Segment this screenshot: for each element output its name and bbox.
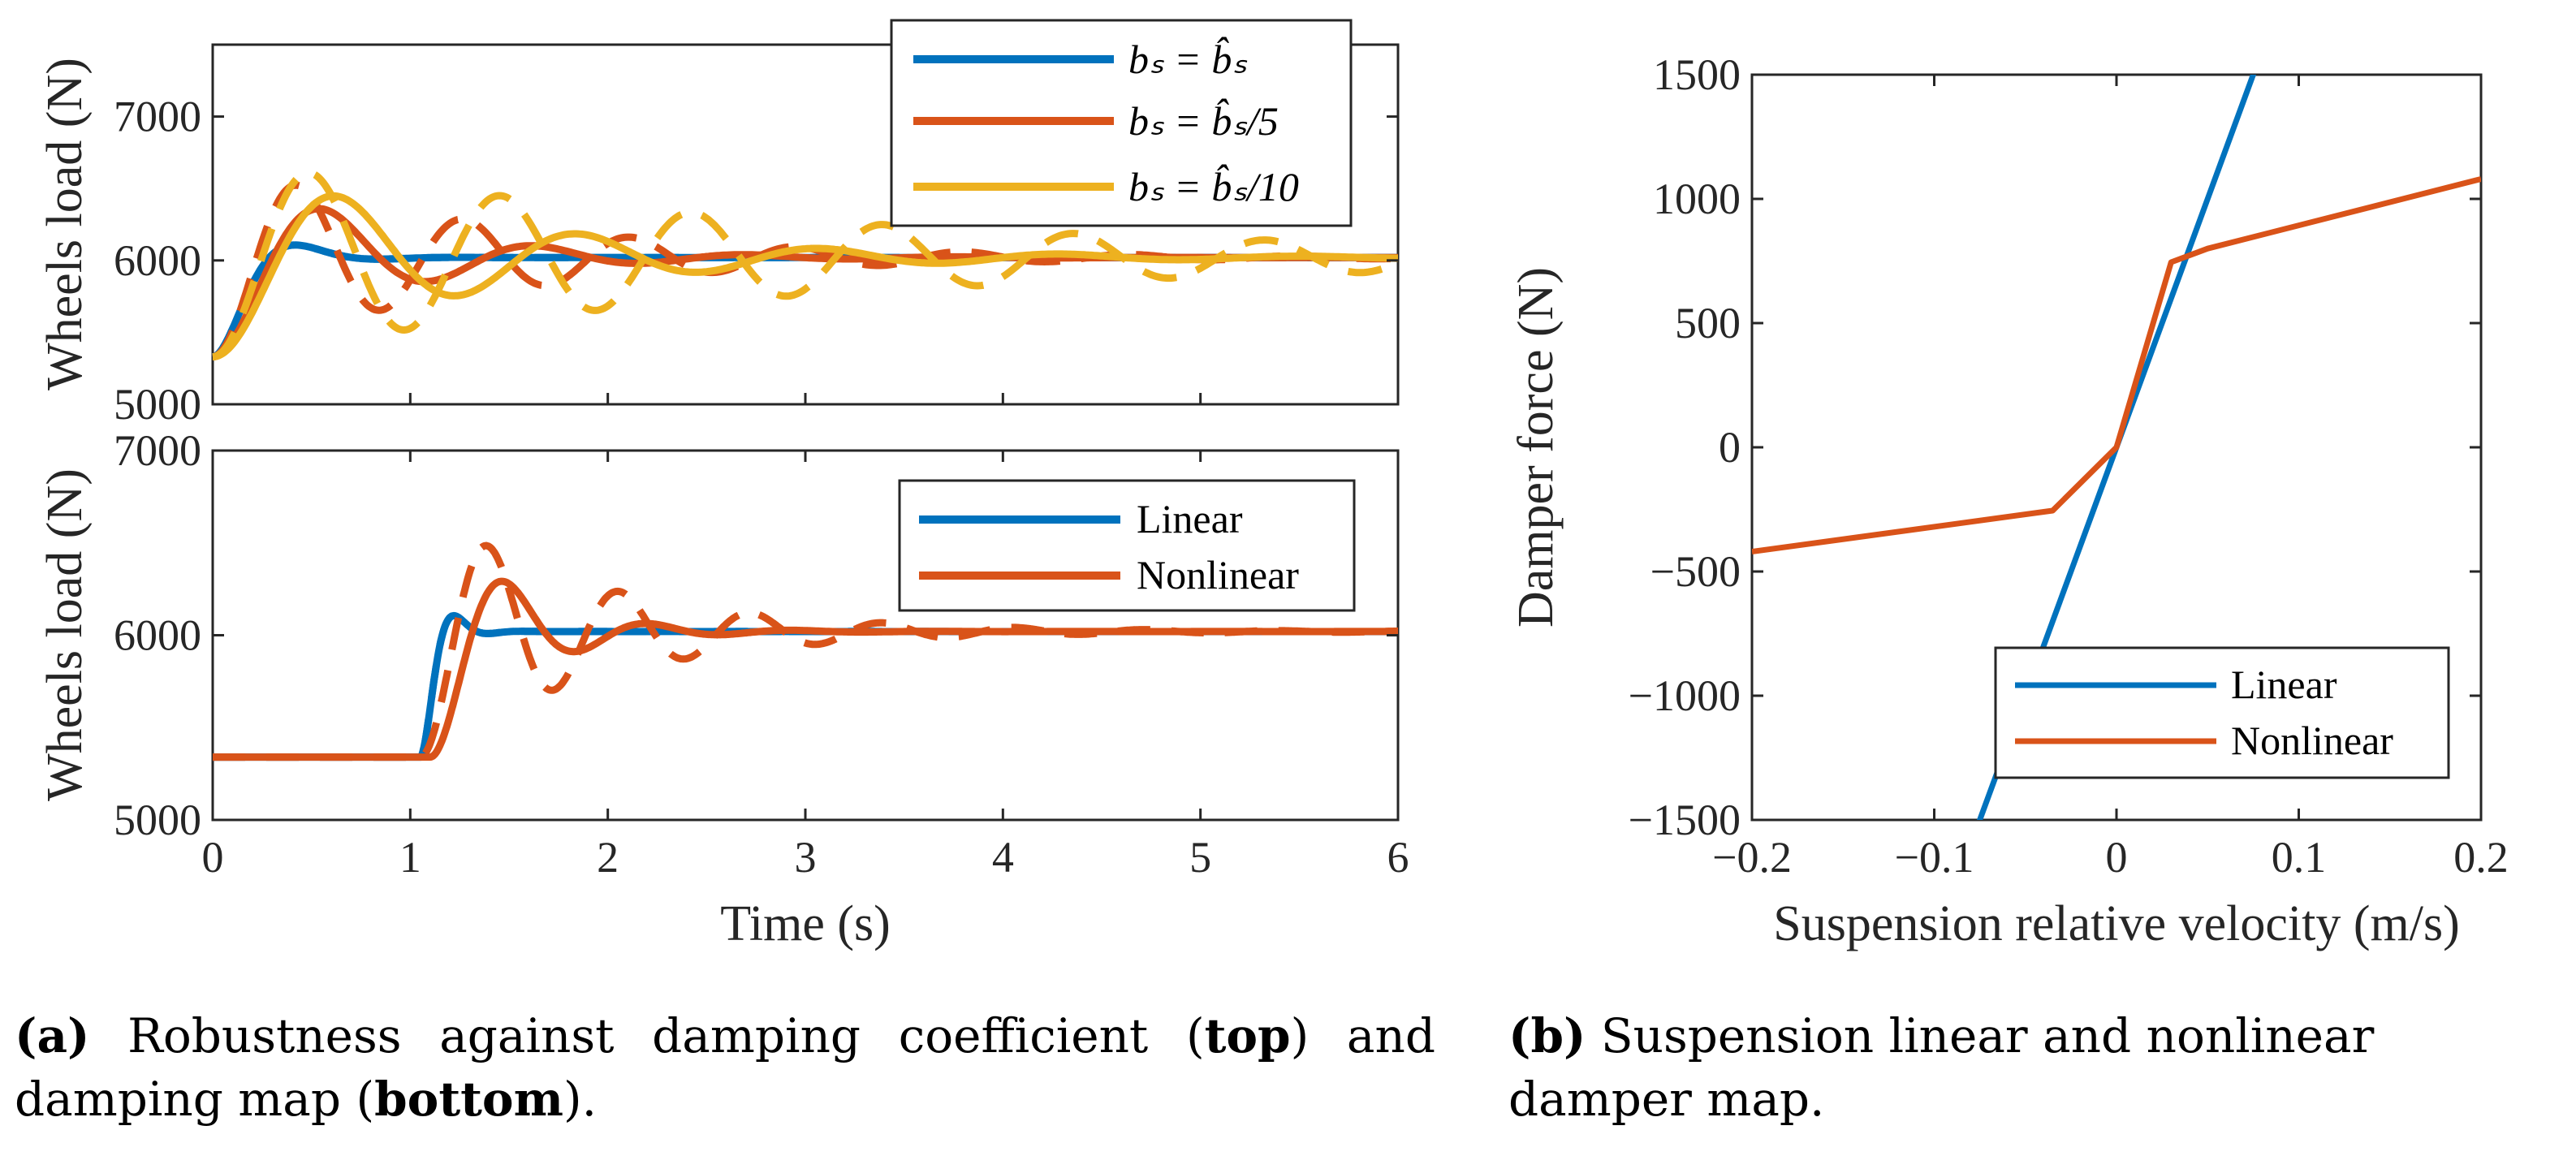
caption-a-text-3: ). bbox=[563, 1072, 598, 1127]
right-xtick-label-4: 0.2 bbox=[2453, 833, 2509, 882]
right-xtick-label-2: 0 bbox=[2106, 833, 2128, 882]
top-legend-label-2: bₛ = b̂ₛ/5 bbox=[1128, 97, 1279, 144]
right-ytick-label-0: −1500 bbox=[1629, 796, 1741, 844]
top-legend-label-3: bₛ = b̂ₛ/10 bbox=[1128, 163, 1299, 209]
right-xtick-label-0: −0.2 bbox=[1712, 833, 1792, 882]
right-y-axis-label: Damper force (N) bbox=[1508, 267, 1564, 628]
top-legend-label-1: bₛ = b̂ₛ bbox=[1128, 36, 1247, 82]
top-series-group bbox=[212, 169, 1400, 360]
bottom-chart: 5000 6000 7000 0 1 2 3 4 5 6 Wheels load (N) Tim… bbox=[37, 426, 1409, 951]
top-chart: 5000 6000 7000 Wheels load (N) bₛ = b̂ₛ bₛ… bbox=[37, 19, 1400, 429]
right-ytick-label-4: 500 bbox=[1675, 299, 1741, 347]
bottom-legend-label-linear: Linear bbox=[1137, 496, 1243, 541]
top-ytick-label-0: 5000 bbox=[114, 380, 201, 429]
bottom-series-group bbox=[213, 541, 1398, 761]
right-legend-label-linear: Linear bbox=[2231, 662, 2337, 707]
bottom-y-ticks: 5000 6000 7000 bbox=[114, 426, 1398, 844]
bottom-line-nonlinear-solid bbox=[213, 577, 1398, 761]
right-legend-box bbox=[1994, 646, 2450, 779]
top-line-3-solid bbox=[212, 192, 1398, 360]
caption-b-text: Suspension linear and nonlinear damper m… bbox=[1508, 1008, 2375, 1127]
top-line-3-dashed bbox=[212, 169, 1400, 360]
bottom-xtick-label-2: 2 bbox=[597, 833, 619, 882]
bottom-xtick-label-1: 1 bbox=[399, 833, 421, 882]
caption-a-bold-1: top bbox=[1204, 1008, 1291, 1063]
caption-a-text-1: Robustness against damping coefficient ( bbox=[127, 1008, 1205, 1063]
caption-b: (b) Suspension linear and nonlinear damp… bbox=[1508, 1004, 2564, 1131]
bottom-ytick-label-1: 6000 bbox=[114, 611, 201, 660]
right-ytick-label-1: −1000 bbox=[1629, 671, 1741, 720]
bottom-xtick-label-3: 3 bbox=[795, 833, 817, 882]
bottom-xtick-label-6: 6 bbox=[1387, 833, 1409, 882]
bottom-y-axis-label: Wheels load (N) bbox=[37, 468, 93, 801]
right-y-ticks: −1500 −1000 −500 0 500 1000 1500 bbox=[1629, 50, 2481, 844]
right-ytick-label-6: 1500 bbox=[1653, 50, 1741, 99]
caption-a-text-2: ) and damping map ( bbox=[15, 1008, 1435, 1127]
bottom-x-ticks: 0 1 2 3 4 5 6 bbox=[202, 451, 1409, 882]
right-ytick-label-2: −500 bbox=[1650, 547, 1741, 596]
top-y-axis-label: Wheels load (N) bbox=[37, 58, 93, 390]
right-chart: −1500 −1000 −500 0 500 1000 1500 −0.2 −0.1 0 0.1 0… bbox=[1508, 50, 2509, 951]
right-x-axis-label: Suspension relative velocity (m/s) bbox=[1773, 896, 2459, 951]
caption-a-bold-2: bottom bbox=[374, 1072, 563, 1127]
top-ytick-label-1: 6000 bbox=[114, 236, 201, 285]
right-xtick-label-1: −0.1 bbox=[1895, 833, 1974, 882]
bottom-xtick-label-0: 0 bbox=[202, 833, 224, 882]
top-legend: bₛ = b̂ₛ bₛ = b̂ₛ/5 bₛ = b̂ₛ/10 bbox=[890, 19, 1353, 227]
caption-a: (a) Robustness against damping coefficie… bbox=[15, 1004, 1435, 1131]
right-ytick-label-5: 1000 bbox=[1653, 175, 1741, 223]
right-x-ticks: −0.2 −0.1 0 0.1 0.2 bbox=[1712, 75, 2509, 882]
top-y-ticks: 5000 6000 7000 bbox=[114, 93, 1400, 429]
caption-b-label: (b) bbox=[1508, 1008, 1586, 1063]
bottom-x-axis-label: Time (s) bbox=[720, 896, 891, 951]
bottom-ytick-label-0: 5000 bbox=[114, 796, 201, 844]
right-legend: Linear Nonlinear bbox=[1994, 646, 2450, 779]
right-line-nonlinear bbox=[1752, 176, 2481, 554]
bottom-xtick-label-4: 4 bbox=[992, 833, 1014, 882]
right-ytick-label-3: 0 bbox=[1719, 423, 1741, 472]
caption-a-label: (a) bbox=[15, 1008, 90, 1063]
top-ytick-label-2: 7000 bbox=[114, 93, 201, 141]
bottom-legend-box bbox=[898, 479, 1356, 612]
bottom-legend-label-nonlinear: Nonlinear bbox=[1137, 552, 1299, 597]
bottom-ytick-label-2: 7000 bbox=[114, 426, 201, 475]
bottom-xtick-label-5: 5 bbox=[1189, 833, 1211, 882]
right-xtick-label-3: 0.1 bbox=[2272, 833, 2327, 882]
right-legend-label-nonlinear: Nonlinear bbox=[2231, 718, 2393, 763]
bottom-legend: Linear Nonlinear bbox=[898, 479, 1356, 612]
